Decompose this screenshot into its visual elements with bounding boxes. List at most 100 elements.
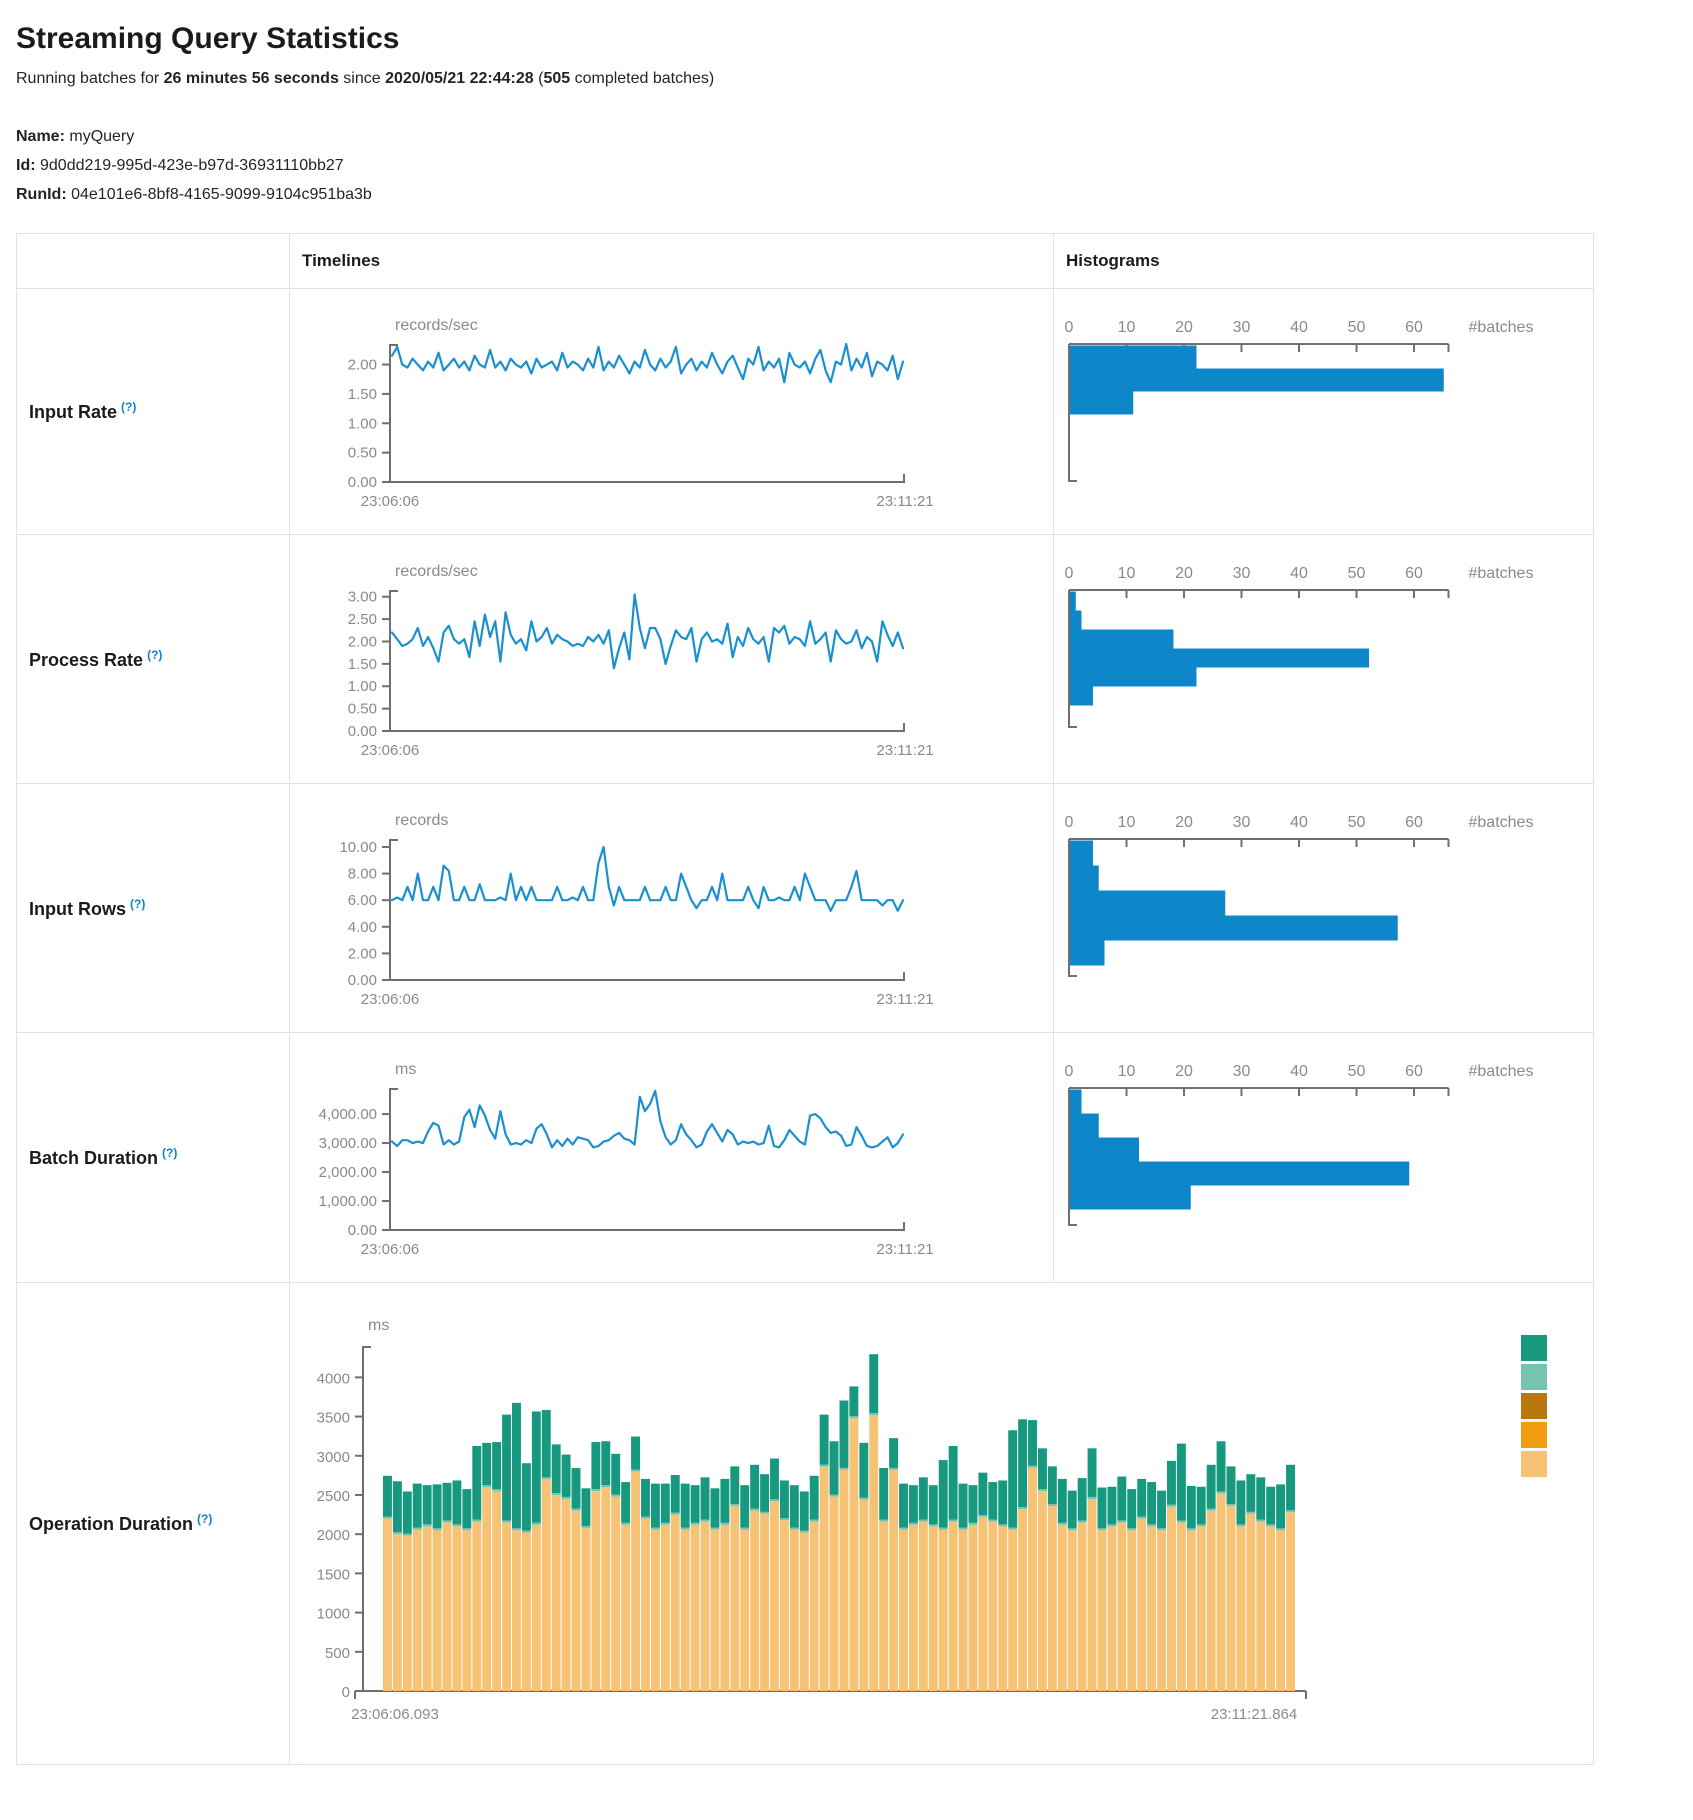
operation-duration-label: Operation Duration — [29, 1514, 194, 1534]
svg-text:23:06:06: 23:06:06 — [361, 742, 419, 759]
start-timestamp: 2020/05/21 22:44:28 — [385, 70, 534, 87]
id-value: 9d0dd219-995d-423e-b97d-36931110bb27 — [40, 157, 344, 174]
svg-text:6.00: 6.00 — [348, 892, 377, 909]
svg-text:10.00: 10.00 — [339, 839, 377, 856]
empty-header-cell — [16, 233, 290, 289]
process-rate-label-cell: Process Rate (?) — [16, 534, 290, 784]
svg-text:0: 0 — [1065, 565, 1074, 582]
operation-duration-legend-swatch — [1521, 1335, 1547, 1361]
input-rows-label: Input Rows — [29, 898, 126, 919]
operation-duration-legend-swatch — [1521, 1364, 1547, 1390]
svg-text:0.00: 0.00 — [348, 723, 377, 740]
process-rate-histogram-cell: 0 10 20 30 40 50 60 #batches — [1053, 534, 1594, 784]
svg-text:10: 10 — [1118, 565, 1136, 582]
svg-text:20: 20 — [1175, 565, 1193, 582]
operation-duration-chart-cell: 4000 3500 3000 2500 2000 1500 1000 500 0 ms 23:06:… — [289, 1282, 1594, 1765]
timelines-header: Timelines — [289, 233, 1054, 289]
svg-text:#batches: #batches — [1469, 319, 1534, 336]
svg-text:23:06:06.093: 23:06:06.093 — [351, 1706, 439, 1723]
input-rows-help-icon[interactable]: (?) — [130, 896, 146, 911]
svg-text:20: 20 — [1175, 814, 1193, 831]
svg-text:1000: 1000 — [317, 1606, 350, 1623]
svg-text:0.50: 0.50 — [348, 445, 377, 462]
svg-text:23:11:21: 23:11:21 — [876, 991, 933, 1008]
operation-duration-legend-swatch — [1521, 1393, 1547, 1419]
svg-text:ms: ms — [395, 1061, 416, 1078]
query-id-line: Id: 9d0dd219-995d-423e-b97d-36931110bb27 — [16, 151, 1693, 180]
name-label: Name: — [16, 128, 65, 145]
stats-table: Timelines Histograms Input Rate (?) 2.00 1… — [16, 233, 1594, 1765]
svg-text:2.00: 2.00 — [348, 357, 377, 374]
svg-text:0: 0 — [1065, 814, 1074, 831]
input-rows-histogram-cell: 0 10 20 30 40 50 60 #batches — [1053, 783, 1594, 1033]
batch-duration-help-icon[interactable]: (?) — [162, 1146, 178, 1160]
svg-text:1.50: 1.50 — [348, 386, 377, 403]
svg-text:0.00: 0.00 — [348, 1222, 377, 1239]
svg-text:0: 0 — [342, 1684, 350, 1701]
svg-text:#batches: #batches — [1469, 565, 1534, 582]
svg-text:2000: 2000 — [317, 1527, 350, 1544]
svg-text:3,000.00: 3,000.00 — [319, 1135, 377, 1152]
svg-text:2500: 2500 — [317, 1488, 350, 1505]
svg-text:1500: 1500 — [317, 1566, 350, 1583]
svg-text:3500: 3500 — [317, 1410, 350, 1427]
process-rate-help-icon[interactable]: (?) — [147, 647, 163, 662]
operation-duration-label-cell: Operation Duration (?) — [16, 1282, 290, 1765]
runid-label: RunId: — [16, 186, 67, 203]
operation-duration-stacked-chart: 4000 3500 3000 2500 2000 1500 1000 500 0 ms 23:06:… — [317, 1317, 1547, 1723]
svg-text:23:06:06: 23:06:06 — [361, 493, 419, 510]
table-row-batch-duration: Batch Duration (?) 4,000.00 3,000.00 2,000.… — [16, 1032, 1594, 1283]
running-duration: 26 minutes 56 seconds — [163, 70, 339, 87]
batch-duration-histogram-chart: 0 10 20 30 40 50 60 #batches — [1065, 1063, 1533, 1226]
svg-text:1.50: 1.50 — [348, 656, 377, 673]
svg-text:4.00: 4.00 — [348, 919, 377, 936]
svg-text:10: 10 — [1118, 319, 1136, 336]
svg-text:1,000.00: 1,000.00 — [319, 1193, 377, 1210]
query-runid-line: RunId: 04e101e6-8bf8-4165-9099-9104c951b… — [16, 180, 1693, 209]
operation-duration-help-icon[interactable]: (?) — [197, 1512, 213, 1526]
svg-text:23:06:06: 23:06:06 — [361, 1241, 419, 1258]
batch-duration-histogram-cell: 0 10 20 30 40 50 60 #batches — [1053, 1032, 1594, 1283]
runid-value: 04e101e6-8bf8-4165-9099-9104c951ba3b — [71, 186, 372, 203]
svg-text:0.50: 0.50 — [348, 701, 377, 718]
svg-text:40: 40 — [1290, 565, 1308, 582]
svg-text:50: 50 — [1348, 1063, 1366, 1080]
svg-text:2,000.00: 2,000.00 — [319, 1164, 377, 1181]
query-name-line: Name: myQuery — [16, 122, 1693, 151]
svg-text:8.00: 8.00 — [348, 866, 377, 883]
svg-text:40: 40 — [1290, 319, 1308, 336]
process-rate-label: Process Rate — [29, 649, 144, 670]
svg-text:#batches: #batches — [1469, 814, 1534, 831]
svg-text:23:11:21: 23:11:21 — [876, 1241, 933, 1258]
batch-duration-label-cell: Batch Duration (?) — [16, 1032, 290, 1283]
svg-text:3.00: 3.00 — [348, 589, 377, 606]
input-rate-help-icon[interactable]: (?) — [121, 400, 137, 414]
input-rows-label-cell: Input Rows (?) — [16, 783, 290, 1033]
svg-text:40: 40 — [1290, 1063, 1308, 1080]
input-rows-histogram-chart: 0 10 20 30 40 50 60 #batches — [1065, 814, 1534, 977]
summary-prefix: Running batches for — [16, 70, 164, 87]
svg-text:30: 30 — [1233, 814, 1251, 831]
id-label: Id: — [16, 157, 36, 174]
operation-duration-legend-swatch — [1521, 1422, 1547, 1448]
svg-text:2.00: 2.00 — [348, 633, 377, 650]
table-row-operation-duration: Operation Duration (?) 4000 3500 3000 2500 20… — [16, 1282, 1594, 1765]
svg-text:50: 50 — [1348, 565, 1366, 582]
batch-duration-timeline-cell: 4,000.00 3,000.00 2,000.00 1,000.00 0.00 ms 23… — [289, 1032, 1054, 1283]
svg-text:60: 60 — [1405, 565, 1423, 582]
query-metadata: Name: myQuery Id: 9d0dd219-995d-423e-b97… — [16, 122, 1693, 209]
input-rows-timeline-cell: 10.00 8.00 6.00 4.00 2.00 0.00 records 23:06:06… — [289, 783, 1054, 1033]
svg-text:40: 40 — [1290, 814, 1308, 831]
svg-text:3000: 3000 — [317, 1449, 350, 1466]
histograms-header: Histograms — [1053, 233, 1594, 289]
svg-text:records: records — [395, 812, 448, 829]
svg-text:0: 0 — [1065, 319, 1074, 336]
batch-duration-label: Batch Duration — [29, 1148, 159, 1168]
input-rate-label: Input Rate — [29, 402, 117, 422]
svg-text:60: 60 — [1405, 1063, 1423, 1080]
since-word: since — [338, 70, 386, 87]
svg-text:1.00: 1.00 — [348, 678, 377, 695]
svg-text:23:11:21: 23:11:21 — [876, 493, 933, 510]
page-title: Streaming Query Statistics — [16, 22, 400, 55]
